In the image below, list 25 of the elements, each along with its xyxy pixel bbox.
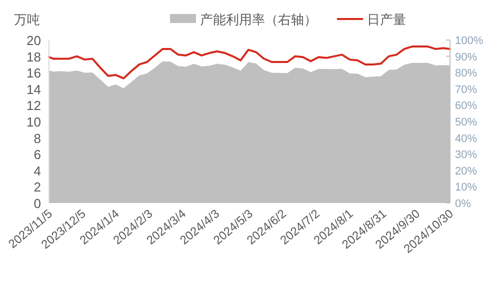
legend-label: 产能利用率（右轴） [200, 12, 317, 27]
y2-tick-label: 0% [455, 198, 472, 210]
y2-tick-label: 90% [455, 51, 478, 64]
y-tick-label: 12 [26, 98, 41, 114]
y-tick-label: 20 [26, 33, 41, 48]
y-tick-label: 6 [34, 147, 41, 162]
y-tick-label: 10 [26, 114, 41, 130]
y2-tick-label: 60% [455, 100, 478, 112]
y-tick-label: 4 [34, 163, 41, 178]
y2-tick-label: 50% [455, 116, 478, 128]
y-tick-label: 16 [26, 66, 41, 81]
y2-tick-label: 70% [455, 84, 478, 96]
y2-tick-label: 20% [455, 165, 478, 178]
y2-tick-label: 30% [455, 149, 478, 162]
legend-label: 日产量 [367, 12, 406, 27]
y2-tick-label: 10% [455, 182, 478, 194]
y-tick-label: 0 [34, 196, 41, 211]
y-tick-label: 14 [26, 82, 41, 97]
y-axis-title: 万吨 [14, 12, 40, 27]
y2-tick-label: 80% [455, 68, 478, 80]
y-tick-label: 18 [26, 49, 41, 64]
y-tick-label: 8 [34, 130, 41, 146]
y2-tick-label: 100% [455, 35, 484, 47]
y-tick-label: 2 [34, 180, 41, 195]
y2-tick-label: 40% [455, 132, 478, 145]
